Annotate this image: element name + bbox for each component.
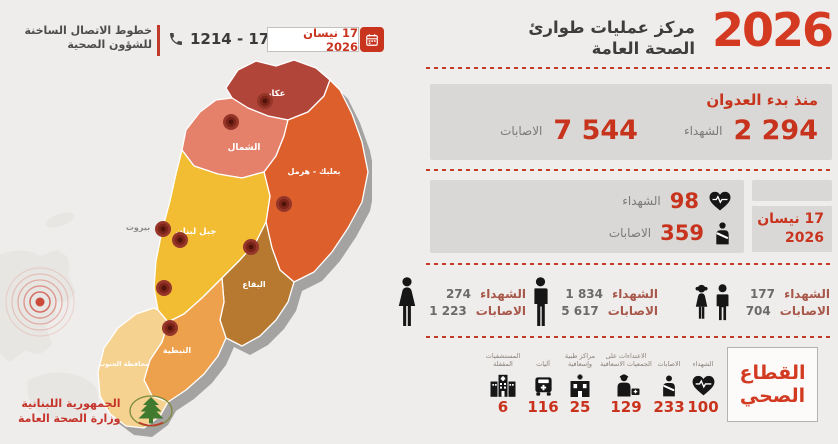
children-rows: الشهداء 177 الاصابات 704 xyxy=(746,287,830,318)
region-bekaa xyxy=(219,221,295,347)
daily-injuries-row: 359 الاصابات xyxy=(609,221,732,245)
injured-person-icon xyxy=(660,370,678,397)
men-martyrs-label: الشهداء xyxy=(612,286,658,301)
injuries-total-label: الاصابات xyxy=(500,123,543,138)
date-badge: 17 نيسان 2026 xyxy=(267,25,359,54)
calendar-icon xyxy=(360,27,384,52)
hotline-label: خطوط الاتصال الساخنة للشؤون الصحية xyxy=(24,24,152,51)
since-aggression-panel: منذ بدء العدوان 2 294 الشهداء 7 544 الاص… xyxy=(430,84,832,160)
men-injuries-value: 5 617 xyxy=(561,303,599,318)
children-martyrs-value: 177 xyxy=(749,286,775,301)
label-beirut: بيروت xyxy=(126,223,150,232)
women-injuries-label: الاصابات xyxy=(475,303,526,318)
man-icon xyxy=(532,277,549,327)
children-injuries-label: الاصابات xyxy=(779,303,830,318)
label-mount-lebanon: جبل لبنان xyxy=(176,227,217,237)
sector-item-martyrs: الشهداء 100 xyxy=(687,359,719,416)
dashed-separator-3 xyxy=(426,263,832,265)
label-north: الشمال xyxy=(228,143,261,153)
women-stats-group: الشهداء 274 الاصابات 1 223 xyxy=(397,272,526,332)
sector-item-medical-centers: مراكز طبية وإسعافية 25 xyxy=(564,351,596,416)
year-title: 2026 xyxy=(711,3,834,57)
daily-side-spacer xyxy=(752,180,832,201)
women-martyrs-value: 274 xyxy=(445,286,471,301)
men-martyrs-value: 1 834 xyxy=(565,286,603,301)
strike-dots xyxy=(155,93,292,336)
daily-date-box: 17 نيسان 2026 xyxy=(752,206,832,252)
health-sector-items: الشهداء 100 الاصابات 233 الاعتداءات ع xyxy=(480,350,720,416)
heart-pulse-icon xyxy=(691,370,716,397)
daily-martyrs-value: 98 xyxy=(669,189,699,213)
sector-item-closed-hospitals: المستشفيات المقفلة 6 xyxy=(485,351,521,416)
page-title: مركز عمليات طوارئ الصحة العامة xyxy=(528,18,695,58)
ministry-name: الجمهورية اللبنانية وزارة الصحة العامة xyxy=(18,397,121,425)
ambulance-icon xyxy=(533,370,554,397)
injured-person-icon xyxy=(713,221,732,245)
hotline-divider xyxy=(157,25,160,56)
health-sector-title-box: القطاع الصحي xyxy=(727,347,818,422)
women-rows: الشهداء 274 الاصابات 1 223 xyxy=(429,287,526,318)
martyrs-total-label: الشهداء xyxy=(683,123,723,138)
men-injuries-label: الاصابات xyxy=(607,303,658,318)
martyrs-total-value: 2 294 xyxy=(733,115,818,146)
men-stats-group: الشهداء 1 834 الاصابات 5 617 xyxy=(532,272,658,332)
label-nabatieh: النبطية xyxy=(163,346,191,355)
label-akkar: عكار xyxy=(266,89,286,99)
dashed-separator-1 xyxy=(426,67,832,69)
label-baalbek-hermel: بعلبك - هرمل xyxy=(287,167,340,176)
sector-item-attacks: الاعتداءات على الجمعيات الاسعافية 129 xyxy=(600,351,652,416)
medical-center-icon xyxy=(568,370,592,397)
ministry-logo: الجمهورية اللبنانية وزارة الصحة العامة xyxy=(18,390,174,432)
daily-martyrs-label: الشهداء xyxy=(622,194,661,208)
sector-item-injuries: الاصابات 233 xyxy=(653,359,685,416)
heart-pulse-icon xyxy=(708,190,732,212)
label-bekaa: البقاع xyxy=(242,280,265,289)
hotline-numbers: 1214 - 1787 xyxy=(190,30,291,48)
paramedic-icon xyxy=(613,370,640,397)
injuries-total: 7 544 الاصابات xyxy=(500,115,638,146)
dashed-separator-4 xyxy=(426,336,832,338)
daily-injuries-label: الاصابات xyxy=(608,226,652,240)
martyrs-total: 2 294 الشهداء xyxy=(684,115,818,146)
men-rows: الشهداء 1 834 الاصابات 5 617 xyxy=(561,287,658,318)
lebanon-map: عكار الشمال بعلبك - هرمل جبل لبنان البقا… xyxy=(97,59,372,437)
since-aggression-title: منذ بدء العدوان xyxy=(706,91,818,109)
women-injuries-value: 1 223 xyxy=(429,303,467,318)
daily-panel: 98 الشهداء 359 الاصابات xyxy=(430,180,744,253)
children-martyrs-label: الشهداء xyxy=(784,286,830,301)
women-martyrs-label: الشهداء xyxy=(480,286,526,301)
phone-icon xyxy=(168,31,184,47)
label-south: محافظة الجنوب xyxy=(99,360,150,368)
daily-injuries-value: 359 xyxy=(660,221,704,245)
cedar-logo-icon xyxy=(128,390,174,432)
daily-martyrs-row: 98 الشهداء xyxy=(622,189,732,213)
dashed-separator-2 xyxy=(426,169,832,171)
closed-hospital-icon xyxy=(489,370,517,397)
children-icon xyxy=(692,281,734,323)
injuries-total-value: 7 544 xyxy=(553,115,638,146)
since-aggression-stats: 2 294 الشهداء 7 544 الاصابات xyxy=(500,115,818,146)
woman-icon xyxy=(397,277,417,327)
children-stats-group: الشهداء 177 الاصابات 704 xyxy=(692,272,830,332)
strike-ping-icon xyxy=(5,267,75,337)
children-injuries-value: 704 xyxy=(745,303,771,318)
date-badge-text: 17 نيسان 2026 xyxy=(303,25,358,54)
sector-item-vehicles: آليات 116 xyxy=(527,359,559,416)
